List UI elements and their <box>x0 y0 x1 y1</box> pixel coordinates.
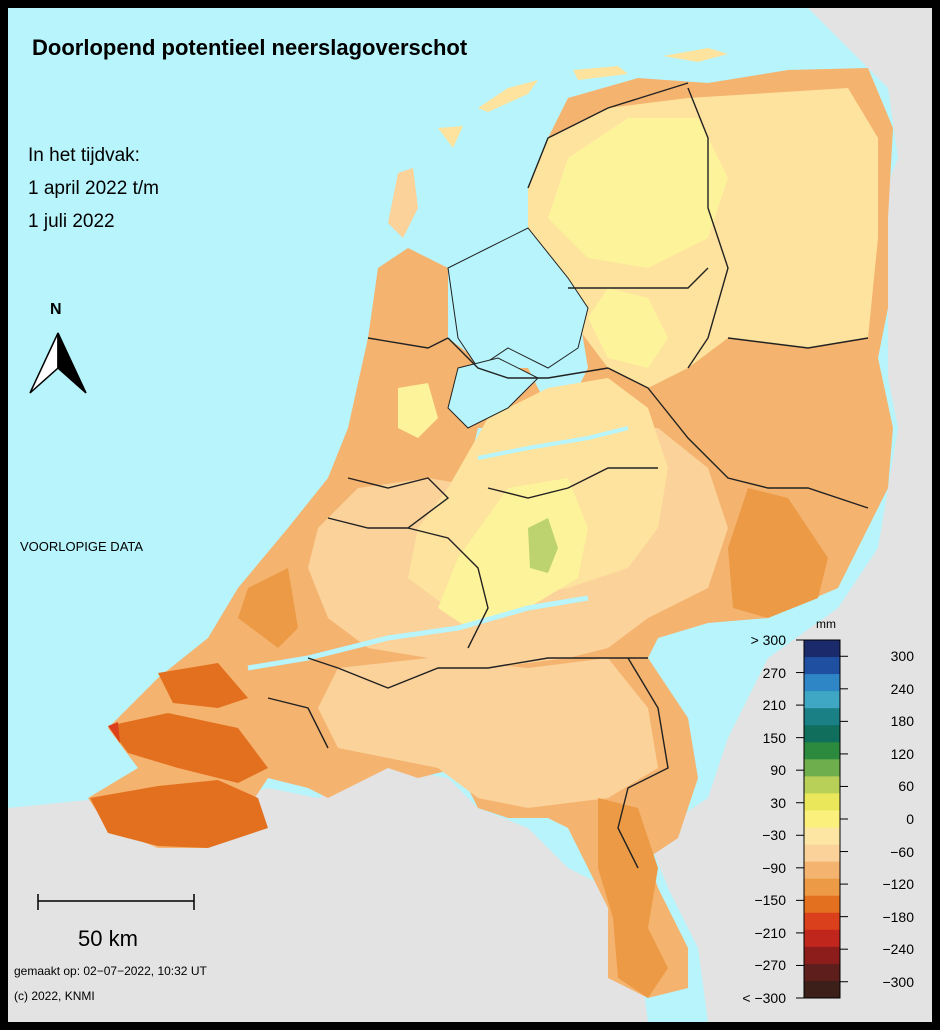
region-red-spot <box>108 722 120 743</box>
legend-label-right: 240 <box>890 680 914 697</box>
legend-label-right: 60 <box>898 778 914 795</box>
legend-unit: mm <box>816 617 836 631</box>
province-borders <box>267 82 869 869</box>
legend-label-right: 0 <box>906 811 914 827</box>
legend-label-right: −300 <box>882 973 914 990</box>
legend-label-right: −120 <box>882 876 914 893</box>
wadden-island-schiermonnikoog <box>663 48 728 62</box>
wadden-island-terschelling <box>478 80 538 112</box>
legend-swatch <box>804 861 840 880</box>
legend-color-bar <box>803 639 841 999</box>
legend-swatch <box>804 963 840 982</box>
legend-swatch <box>804 776 840 794</box>
north-label: N <box>50 301 62 318</box>
scale-bar <box>37 894 195 910</box>
legend-swatch <box>804 844 840 863</box>
legend-swatch <box>804 657 840 675</box>
scale-bar-label: 50 km <box>78 926 138 951</box>
legend-swatch <box>804 878 840 897</box>
region-pale-yellow-veluwe <box>438 478 588 628</box>
region-orange-coast <box>238 568 298 648</box>
copyright-label: (c) 2022, KNMI <box>14 989 95 1003</box>
legend-label-right: 300 <box>890 648 914 665</box>
legend-label-right: −180 <box>882 908 914 925</box>
ijsselmeer <box>447 227 589 369</box>
region-pale-yellow-north <box>548 118 728 268</box>
legend-ticks <box>796 639 848 999</box>
map-panel: Doorlopend potentieel neerslagoverschot … <box>8 8 932 1022</box>
legend-label-left: < −300 <box>742 990 786 1006</box>
region-orange-east <box>728 488 828 618</box>
made-on-timestamp: gemaakt op: 02−07−2022, 10:32 UT <box>14 964 207 978</box>
period-end: 1 juli 2022 <box>28 211 115 232</box>
legend-swatch <box>804 946 840 965</box>
markermeer <box>447 357 539 429</box>
wadden-island-texel <box>388 168 418 238</box>
region-pale-yellow-ijssel <box>588 288 668 368</box>
river-rhine <box>477 426 629 460</box>
region-light-orange-south <box>318 658 658 808</box>
legend-label-right: 120 <box>890 745 914 762</box>
legend-swatch <box>804 929 840 948</box>
north-arrow-icon <box>29 332 87 394</box>
legend-label-left: −90 <box>762 859 786 876</box>
germany-land <box>648 8 932 1022</box>
legend-label-left: −270 <box>754 957 786 974</box>
legend-label-left: −30 <box>762 827 786 844</box>
legend-swatch <box>804 827 840 846</box>
legend-swatch <box>804 742 840 760</box>
legend-swatch <box>804 895 840 914</box>
legend-swatch <box>804 810 840 829</box>
legend-label-right: 180 <box>890 713 914 730</box>
legend-swatch <box>804 793 840 811</box>
legend-label-right: −240 <box>882 941 914 958</box>
region-orange-limburg <box>598 798 668 998</box>
legend-swatch <box>804 640 840 658</box>
river-waal <box>247 595 589 671</box>
legend-label-left: −210 <box>754 924 786 941</box>
legend-label-left: 150 <box>762 729 786 746</box>
legend-swatch <box>804 674 840 692</box>
legend-swatch <box>804 980 840 999</box>
region-zeeland-flanders <box>90 780 268 848</box>
preliminary-data-label: VOORLOPIGE DATA <box>20 539 144 554</box>
region-pale-yellow-nh <box>398 383 438 438</box>
wadden-island-vlieland <box>438 126 463 148</box>
legend-label-right: −60 <box>890 843 914 860</box>
legend-label-left: 210 <box>762 697 786 714</box>
period-label: In het tijdvak: <box>28 145 140 166</box>
legend-swatch <box>804 708 840 726</box>
legend-swatch <box>804 759 840 777</box>
legend-swatch <box>804 725 840 743</box>
legend-label-left: 90 <box>770 762 786 779</box>
map-title: Doorlopend potentieel neerslagoverschot <box>32 35 468 60</box>
legend-label-left: −150 <box>754 892 786 909</box>
legend-swatch <box>804 691 840 709</box>
region-zeeland-walcheren <box>108 713 268 783</box>
region-green-patch <box>528 518 558 573</box>
legend-swatch <box>804 912 840 931</box>
legend-label-left: 30 <box>770 794 786 811</box>
wadden-island-ameland <box>573 66 628 80</box>
legend-label-left: 270 <box>762 664 786 681</box>
legend-label-left: > 300 <box>750 632 786 648</box>
precipitation-deficit-map <box>8 8 932 1022</box>
period-start: 1 april 2022 t/m <box>28 178 159 199</box>
region-zeeland-north <box>158 663 248 708</box>
